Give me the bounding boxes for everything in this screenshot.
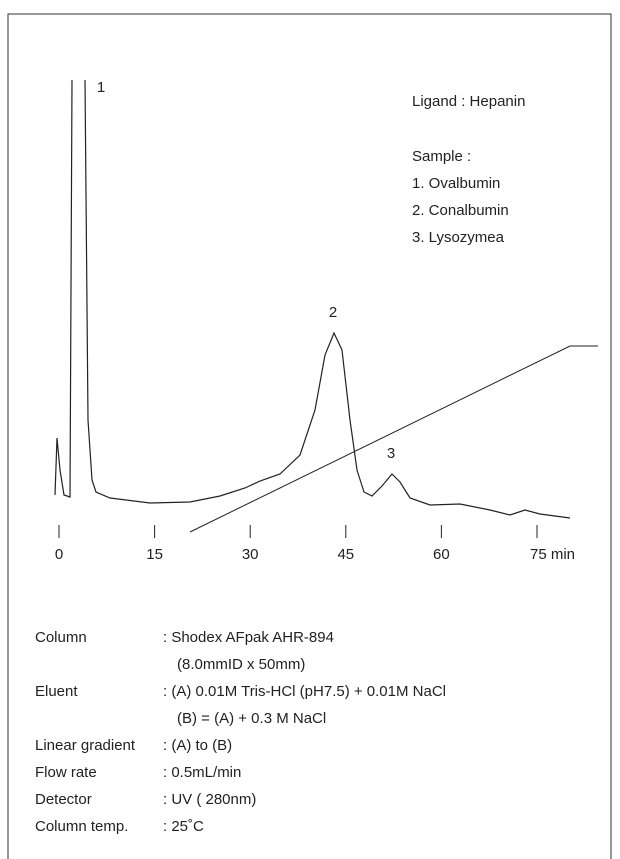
sample-item: 1. Ovalbumin	[412, 175, 500, 192]
conditions: Column : Shodex AFpak AHR-894 (8.0mmID x 5…	[35, 629, 446, 835]
tick-label: 60	[433, 546, 450, 563]
sample-heading: Sample :	[412, 148, 471, 165]
sample-item: 2. Conalbumin	[412, 202, 509, 219]
peak-label: 3	[387, 445, 395, 462]
sample-item: 3. Lysozymea	[412, 229, 505, 246]
condition-label: Linear gradient	[35, 737, 136, 754]
tick-label: 15	[146, 546, 163, 563]
condition-value: : 25˚C	[163, 818, 204, 835]
peak-labels: 1 2 3	[97, 79, 395, 462]
condition-label: Column	[35, 629, 87, 646]
tick-label: 45	[337, 546, 354, 563]
peak-label: 1	[97, 79, 105, 96]
ligand: Ligand : Hepanin	[412, 93, 525, 110]
condition-value: : 0.5mL/min	[163, 764, 241, 781]
chromatogram-trace	[54, 79, 571, 519]
sample-list: 1. Ovalbumin 2. Conalbumin 3. Lysozymea	[412, 175, 509, 246]
condition-label: Column temp.	[35, 818, 128, 835]
tick-label: 75 min	[530, 546, 575, 563]
tick-label: 30	[242, 546, 259, 563]
peak-label: 2	[329, 304, 337, 321]
condition-label: Eluent	[35, 683, 78, 700]
condition-value: : (A) 0.01M Tris-HCl (pH7.5) + 0.01M NaC…	[163, 683, 446, 700]
frame	[7, 13, 612, 859]
condition-value: (B) = (A) + 0.3 M NaCl	[177, 710, 326, 727]
tick-label: 0	[55, 546, 63, 563]
gradient-line	[189, 345, 598, 533]
x-axis: 0 15 30 45 60 75 min	[55, 525, 575, 563]
condition-label: Flow rate	[35, 764, 97, 781]
condition-value: : (A) to (B)	[163, 737, 232, 754]
condition-value: : Shodex AFpak AHR-894	[163, 629, 334, 646]
condition-label: Detector	[35, 791, 92, 808]
condition-value: : UV ( 280nm)	[163, 791, 256, 808]
condition-value: (8.0mmID x 50mm)	[177, 656, 305, 673]
